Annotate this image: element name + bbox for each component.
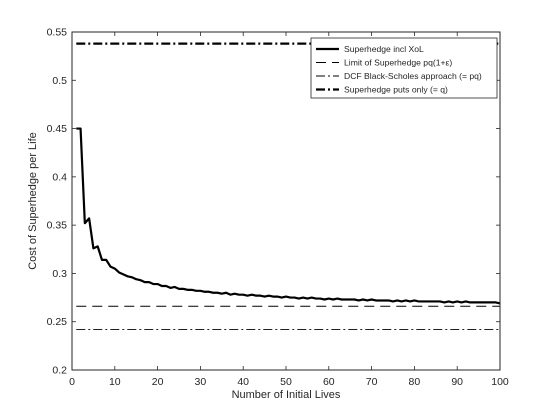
y-axis-label: Cost of Superhedge per Life (27, 132, 39, 270)
legend-label-3: Superhedge puts only (= q) (344, 85, 448, 95)
x-tick-label: 40 (237, 376, 249, 388)
x-tick-label: 100 (491, 376, 509, 388)
y-tick-label: 0.25 (47, 316, 68, 328)
y-tick-label: 0.2 (52, 365, 67, 377)
legend: Superhedge incl XoL Limit of Superhedge p… (310, 37, 498, 99)
x-tick-label: 80 (409, 376, 421, 388)
series-line-0 (76, 127, 501, 305)
y-axis-ticks: 0.2 0.25 0.3 0.35 0.4 0.45 0.5 0.55 (47, 27, 500, 377)
y-tick-label: 0.4 (52, 171, 67, 183)
y-tick-label: 0.45 (47, 123, 68, 135)
x-tick-label: 90 (451, 376, 463, 388)
legend-label-0: Superhedge incl XoL (344, 44, 424, 54)
x-axis-ticks: 0 10 20 30 40 50 60 70 80 90 100 (69, 32, 509, 388)
legend-label-2: DCF Black-Scholes approach (= pq) (344, 71, 482, 81)
y-tick-label: 0.5 (52, 75, 67, 87)
x-tick-label: 60 (323, 376, 335, 388)
y-tick-label: 0.55 (47, 27, 68, 39)
y-tick-label: 0.3 (52, 268, 67, 280)
legend-box (310, 37, 498, 99)
legend-label-1: Limit of Superhedge pq(1+ε) (344, 58, 452, 68)
x-axis-label: Number of Initial Lives (232, 389, 341, 401)
x-tick-label: 20 (152, 376, 164, 388)
x-tick-label: 50 (280, 376, 292, 388)
x-tick-label: 10 (109, 376, 121, 388)
x-tick-label: 0 (69, 376, 75, 388)
y-tick-label: 0.35 (47, 220, 68, 232)
x-tick-label: 70 (366, 376, 378, 388)
series-layer (76, 42, 501, 330)
x-tick-label: 30 (195, 376, 207, 388)
